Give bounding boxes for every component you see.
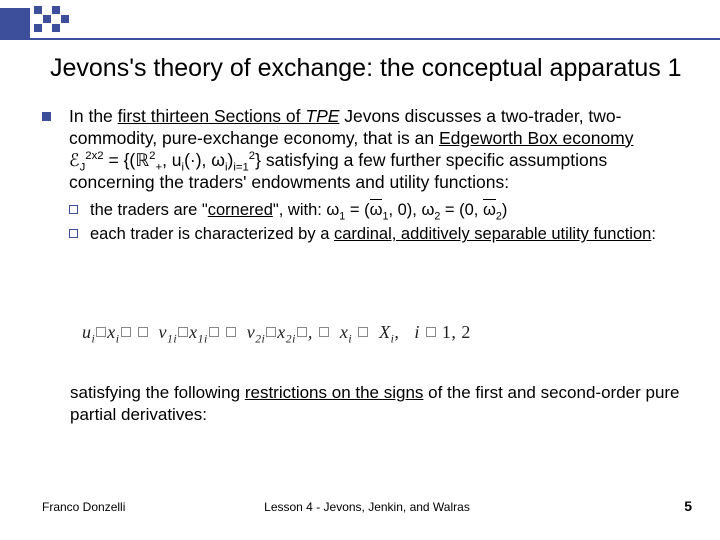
deco-chk	[34, 24, 42, 32]
bullet-item-1: In the first thirteen Sections of TPE Je…	[42, 106, 692, 245]
text-underline: first thirteen Sections of TPE	[118, 106, 340, 126]
slide-body: In the first thirteen Sections of TPE Je…	[42, 106, 692, 245]
bullet-marker	[42, 112, 51, 121]
text-underline: Edgeworth Box economy	[439, 128, 634, 148]
sub-bullet-2: each trader is characterized by a cardin…	[69, 224, 692, 245]
deco-chk	[61, 15, 69, 23]
deco-chk	[52, 24, 60, 32]
math-inline: ℰJ2x2 = {(ℝ2+, ui(·), ωi)i=12	[69, 150, 255, 170]
header-decoration	[0, 0, 720, 40]
sub-bullet-marker	[69, 205, 78, 214]
sub-bullet-marker	[69, 229, 78, 238]
equation-display: uixi v1ix1i v2ix2i, xi Xi, i 1, 2	[82, 322, 471, 343]
after-equation-text: satisfying the following restrictions on…	[70, 382, 692, 426]
deco-line	[0, 38, 720, 40]
deco-big-square	[0, 8, 30, 38]
sub-bullet-text: the traders are "cornered", with: ω1 = (…	[90, 200, 507, 221]
slide-title: Jevons's theory of exchange: the concept…	[50, 54, 710, 83]
slide-footer: Franco Donzelli Lesson 4 - Jevons, Jenki…	[42, 498, 692, 514]
deco-chk	[52, 6, 60, 14]
sub-bullet-list: the traders are "cornered", with: ω1 = (…	[69, 200, 692, 245]
sub-bullet-text: each trader is characterized by a cardin…	[90, 224, 656, 245]
deco-chk	[43, 15, 51, 23]
bullet-text: In the first thirteen Sections of TPE Je…	[69, 106, 692, 245]
sub-bullet-1: the traders are "cornered", with: ω1 = (…	[69, 200, 692, 221]
text: In the	[69, 106, 118, 126]
footer-lesson: Lesson 4 - Jevons, Jenkin, and Walras	[42, 500, 692, 514]
deco-chk	[34, 6, 42, 14]
